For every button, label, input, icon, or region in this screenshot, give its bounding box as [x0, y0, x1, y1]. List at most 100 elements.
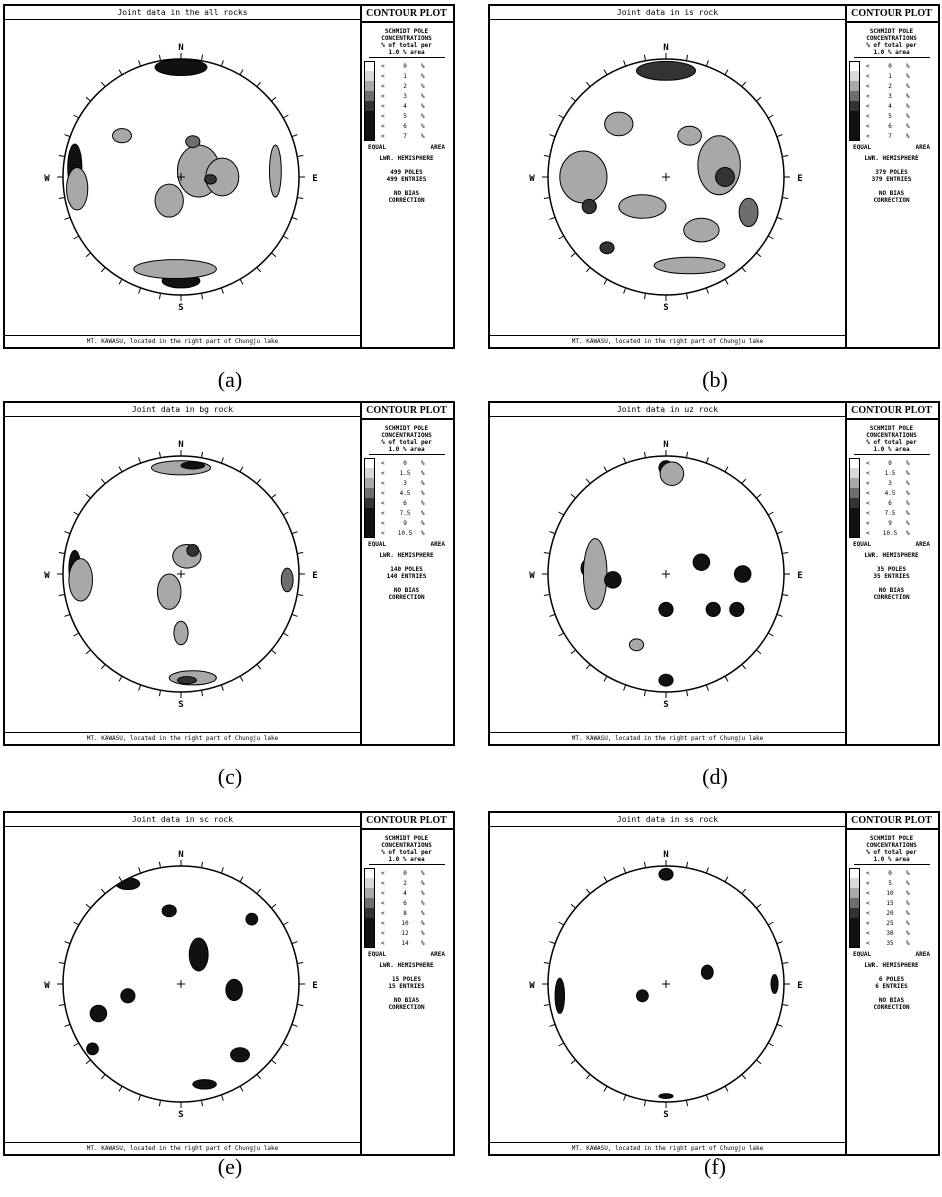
tick-mark [200, 293, 204, 300]
tick-mark [158, 861, 162, 868]
tick-mark [58, 1003, 65, 1007]
tick-mark [782, 196, 789, 200]
tick-mark [549, 531, 556, 535]
contour-regions [86, 877, 259, 1090]
contour-region [280, 567, 294, 593]
tick-mark [685, 861, 689, 868]
legend-swatch [849, 878, 860, 888]
legend-value: 0 [888, 62, 892, 70]
legend-row: <0% [849, 61, 938, 71]
legend-row: <0% [364, 458, 453, 468]
plot-area: Joint data in uz rock MT. KAWASU, located… [490, 403, 847, 744]
tick-mark [782, 961, 789, 965]
legend-divider [853, 864, 930, 865]
tick-mark [256, 888, 262, 894]
legend-row: <10% [849, 888, 938, 898]
tick-mark [558, 632, 565, 637]
legend-less-than: < [381, 909, 385, 917]
tick-mark [705, 457, 709, 464]
stereonet-panel: Joint data in sc rock MT. KAWASU, located… [3, 811, 455, 1156]
tick-mark [138, 684, 142, 691]
contour-region [559, 150, 608, 204]
tick-mark [776, 613, 783, 617]
tick-mark [603, 278, 608, 285]
tick-mark [705, 1094, 709, 1101]
legend-less-than: < [381, 469, 385, 477]
bias-label: NO BIAS CORRECTION [360, 587, 453, 601]
entries-line: 379 ENTRIES [845, 176, 938, 183]
bias-line: NO BIAS [878, 997, 905, 1004]
legend-swatch [364, 918, 375, 928]
direction-label-e: E [312, 571, 317, 581]
tick-mark [100, 664, 106, 670]
bias-line: CORRECTION [388, 594, 425, 601]
tick-mark [200, 54, 204, 61]
legend-row: <1% [364, 71, 453, 81]
bias-line: CORRECTION [873, 197, 910, 204]
direction-label-w: W [529, 981, 535, 991]
legend-percent: % [421, 869, 425, 877]
legend-less-than: < [866, 62, 870, 70]
tick-mark [705, 60, 709, 67]
tick-mark [85, 649, 91, 655]
legend-row: <35% [849, 938, 938, 948]
legend-row: <5% [364, 111, 453, 121]
legend-swatch [364, 888, 375, 898]
legend-swatch [849, 81, 860, 91]
legend-swatch [849, 121, 860, 131]
tick-mark [685, 54, 689, 61]
tick-mark [58, 593, 65, 597]
legend-row: <9% [849, 518, 938, 528]
tick-mark [64, 941, 71, 945]
legend-swatch [849, 908, 860, 918]
legend-list: <0% <1% <2% <3% <4% <5% <6% <7% [364, 61, 453, 141]
tick-mark [158, 451, 162, 458]
legend-row: <1% [849, 71, 938, 81]
entries-line: 6 ENTRIES [845, 983, 938, 990]
tick-mark [64, 613, 71, 617]
tick-mark [85, 252, 91, 258]
legend-row: <5% [849, 878, 938, 888]
legend-percent: % [421, 529, 425, 537]
legend-row: <3% [364, 91, 453, 101]
tick-mark [603, 466, 608, 473]
bias-line: NO BIAS [878, 190, 905, 197]
legend-percent: % [421, 82, 425, 90]
legend-header-line: CONCENTRATIONS [866, 432, 917, 439]
legend-value: 10.5 [397, 529, 413, 537]
legend-header-line: CONCENTRATIONS [381, 842, 432, 849]
tick-mark [85, 903, 91, 909]
bias-label: NO BIAS CORRECTION [845, 587, 938, 601]
tick-mark [118, 69, 123, 76]
tick-mark [543, 593, 550, 597]
legend-value: 7.5 [884, 509, 896, 517]
bias-line: NO BIAS [393, 587, 420, 594]
entries-text: ENTRIES [401, 176, 427, 183]
bias-label: NO BIAS CORRECTION [845, 190, 938, 204]
legend-header-line: % of total per [866, 439, 917, 446]
legend-swatch [849, 71, 860, 81]
tick-mark [756, 493, 762, 499]
legend-panel: CONTOUR PLOT SCHMIDT POLE CONCENTRATIONS% … [845, 6, 938, 347]
contour-region [705, 601, 721, 617]
legend-divider [368, 864, 445, 865]
legend-percent: % [421, 499, 425, 507]
legend-row: <30% [849, 928, 938, 938]
plot-title: Joint data in is rock [490, 6, 845, 20]
tick-mark [85, 493, 91, 499]
legend-percent: % [906, 102, 910, 110]
contour-region [636, 60, 696, 81]
tick-mark [118, 278, 123, 285]
poles-line: 499 POLES [360, 169, 453, 176]
tick-mark [220, 457, 224, 464]
legend-swatch [364, 498, 375, 508]
legend-percent: % [421, 469, 425, 477]
legend-row: <25% [849, 918, 938, 928]
tick-mark [118, 675, 123, 682]
tick-mark [220, 287, 224, 294]
legend-less-than: < [381, 899, 385, 907]
tick-mark [73, 235, 80, 240]
tick-mark [724, 69, 729, 76]
legend-less-than: < [866, 479, 870, 487]
legend-row: <0% [364, 868, 453, 878]
